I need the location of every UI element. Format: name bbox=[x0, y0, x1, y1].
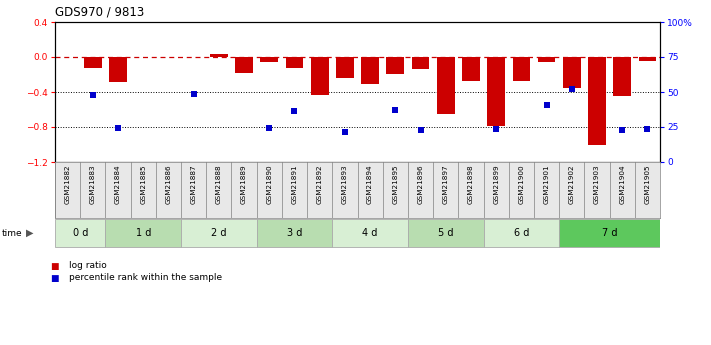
Text: ■: ■ bbox=[51, 274, 63, 283]
Text: GSM21900: GSM21900 bbox=[518, 165, 524, 205]
Bar bbox=[311, 57, 328, 95]
FancyBboxPatch shape bbox=[55, 219, 105, 247]
FancyBboxPatch shape bbox=[105, 219, 181, 247]
Bar bbox=[235, 57, 253, 73]
Bar bbox=[487, 57, 505, 126]
Text: GSM21894: GSM21894 bbox=[367, 165, 373, 205]
Text: 4 d: 4 d bbox=[363, 228, 378, 238]
Text: GSM21903: GSM21903 bbox=[594, 165, 600, 205]
Text: GSM21882: GSM21882 bbox=[65, 165, 70, 205]
FancyBboxPatch shape bbox=[559, 219, 660, 247]
FancyBboxPatch shape bbox=[257, 219, 332, 247]
Text: GSM21885: GSM21885 bbox=[140, 165, 146, 205]
Text: GSM21898: GSM21898 bbox=[468, 165, 474, 205]
Text: percentile rank within the sample: percentile rank within the sample bbox=[69, 274, 223, 283]
Bar bbox=[538, 57, 555, 62]
Text: 7 d: 7 d bbox=[602, 228, 617, 238]
Bar bbox=[336, 57, 353, 78]
Text: 0 d: 0 d bbox=[73, 228, 88, 238]
Bar bbox=[286, 57, 304, 68]
Text: GSM21891: GSM21891 bbox=[292, 165, 297, 205]
Text: GSM21899: GSM21899 bbox=[493, 165, 499, 205]
Text: ▶: ▶ bbox=[26, 228, 33, 238]
Bar bbox=[109, 57, 127, 81]
Bar bbox=[361, 57, 379, 84]
FancyBboxPatch shape bbox=[181, 219, 257, 247]
Bar bbox=[513, 57, 530, 81]
Text: 1 d: 1 d bbox=[136, 228, 151, 238]
Bar bbox=[412, 57, 429, 69]
Text: GSM21886: GSM21886 bbox=[166, 165, 171, 205]
Bar bbox=[563, 57, 581, 88]
Text: ■: ■ bbox=[51, 262, 63, 270]
Text: GSM21895: GSM21895 bbox=[392, 165, 398, 205]
Text: GSM21896: GSM21896 bbox=[417, 165, 424, 205]
Text: 5 d: 5 d bbox=[438, 228, 454, 238]
Bar bbox=[588, 57, 606, 145]
Text: 6 d: 6 d bbox=[513, 228, 529, 238]
Text: GSM21902: GSM21902 bbox=[569, 165, 574, 205]
Bar bbox=[437, 57, 454, 114]
Bar bbox=[638, 57, 656, 61]
FancyBboxPatch shape bbox=[408, 219, 483, 247]
Text: GSM21893: GSM21893 bbox=[342, 165, 348, 205]
Bar bbox=[84, 57, 102, 68]
Bar bbox=[260, 57, 278, 62]
Text: 2 d: 2 d bbox=[211, 228, 227, 238]
Text: GSM21905: GSM21905 bbox=[644, 165, 651, 205]
Text: GSM21888: GSM21888 bbox=[216, 165, 222, 205]
Bar bbox=[210, 55, 228, 57]
Text: GSM21884: GSM21884 bbox=[115, 165, 121, 205]
Text: GSM21887: GSM21887 bbox=[191, 165, 197, 205]
Bar bbox=[462, 57, 480, 81]
Text: GSM21904: GSM21904 bbox=[619, 165, 625, 205]
Bar bbox=[387, 57, 404, 73]
Text: GDS970 / 9813: GDS970 / 9813 bbox=[55, 6, 144, 19]
Text: GSM21883: GSM21883 bbox=[90, 165, 96, 205]
FancyBboxPatch shape bbox=[483, 219, 559, 247]
Text: GSM21889: GSM21889 bbox=[241, 165, 247, 205]
Text: time: time bbox=[1, 228, 22, 237]
Text: GSM21897: GSM21897 bbox=[443, 165, 449, 205]
Text: GSM21890: GSM21890 bbox=[267, 165, 272, 205]
Text: GSM21892: GSM21892 bbox=[316, 165, 323, 205]
Text: log ratio: log ratio bbox=[69, 262, 107, 270]
Text: GSM21901: GSM21901 bbox=[544, 165, 550, 205]
FancyBboxPatch shape bbox=[332, 219, 408, 247]
Bar bbox=[614, 57, 631, 96]
Text: 3 d: 3 d bbox=[287, 228, 302, 238]
